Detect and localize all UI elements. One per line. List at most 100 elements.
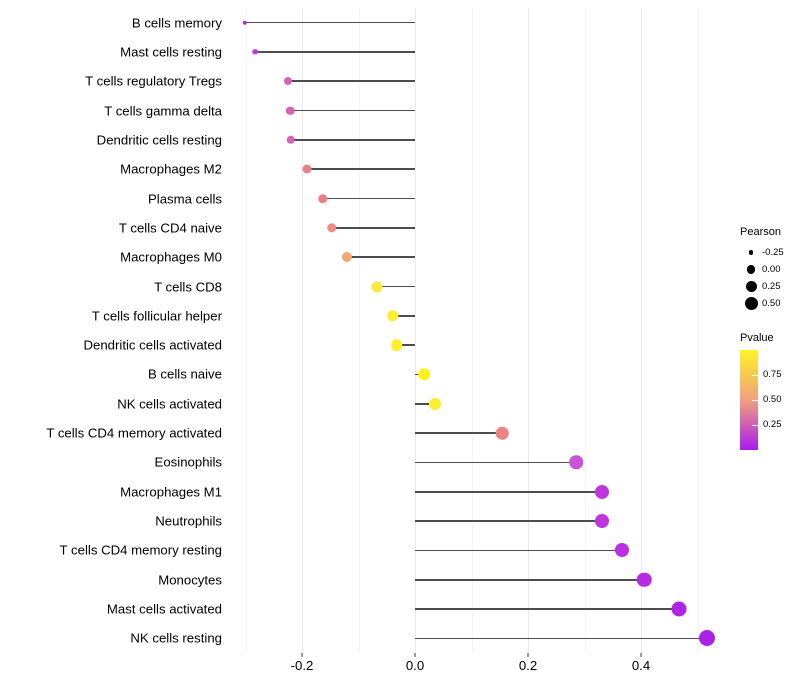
y-axis-label: B cells naive bbox=[147, 366, 222, 382]
lollipop-stem bbox=[415, 432, 502, 434]
gridline-major bbox=[528, 8, 529, 653]
size-legend-items: -0.25 0.00 0.25 0.50 bbox=[740, 244, 800, 312]
gridline-major bbox=[302, 8, 303, 653]
gridline-major bbox=[641, 8, 642, 653]
lollipop-stem bbox=[322, 197, 415, 200]
colorbar-tick-label: 0.75 bbox=[763, 369, 782, 380]
lollipop-dot[interactable] bbox=[495, 426, 509, 440]
y-axis-label: T cells CD4 memory activated bbox=[46, 425, 222, 441]
x-axis-tick-mark bbox=[640, 653, 642, 657]
lollipop-stem bbox=[392, 315, 415, 317]
gridline-minor bbox=[358, 8, 360, 653]
y-axis-label: Macrophages M0 bbox=[120, 249, 222, 265]
lollipop-dot[interactable] bbox=[595, 514, 609, 529]
lollipop-stem bbox=[415, 549, 623, 552]
plot-panel bbox=[228, 8, 728, 653]
y-axis-label: B cells memory bbox=[131, 15, 222, 31]
x-axis-tick-label: 0.4 bbox=[631, 658, 651, 673]
lollipop-dot[interactable] bbox=[428, 397, 441, 410]
lollipop-stem bbox=[415, 520, 602, 522]
lollipop-stem bbox=[244, 21, 415, 24]
gridline-minor bbox=[471, 8, 473, 653]
size-legend-dot bbox=[740, 250, 762, 255]
lollipop-dot[interactable] bbox=[418, 368, 430, 381]
lollipop-stem bbox=[415, 578, 645, 581]
y-axis-label: T cells CD4 naive bbox=[118, 220, 222, 236]
y-axis-label: Monocytes bbox=[158, 572, 222, 588]
lollipop-dot[interactable] bbox=[342, 252, 353, 263]
y-axis-label: T cells regulatory Tregs bbox=[85, 73, 222, 89]
lollipop-dot[interactable] bbox=[387, 310, 399, 322]
colorbar-wrap: 0.75 0.50 0.25 bbox=[740, 350, 796, 450]
colorbar-tick-label: 0.50 bbox=[763, 394, 782, 405]
lollipop-dot[interactable] bbox=[302, 164, 312, 174]
colorbar-tick-label: 0.25 bbox=[763, 419, 782, 430]
gridline-minor bbox=[245, 8, 247, 653]
y-axis-label: T cells CD8 bbox=[154, 278, 222, 294]
y-axis-label: Mast cells resting bbox=[120, 44, 222, 60]
gridline-minor bbox=[697, 8, 699, 653]
size-legend-item: 0.00 bbox=[740, 261, 800, 278]
lollipop-dot[interactable] bbox=[569, 455, 583, 470]
lollipop-dot[interactable] bbox=[615, 543, 630, 558]
lollipop-stem bbox=[396, 344, 415, 346]
y-axis-label: Dendritic cells resting bbox=[96, 132, 222, 148]
y-axis-label: T cells follicular helper bbox=[91, 308, 222, 324]
size-legend-dot bbox=[740, 297, 762, 310]
lollipop-dot[interactable] bbox=[671, 601, 687, 617]
colorbar-tick-mark bbox=[752, 375, 759, 376]
lollipop-dot[interactable] bbox=[286, 135, 295, 145]
lollipop-dot[interactable] bbox=[699, 630, 716, 647]
size-legend-title: Pearson bbox=[740, 226, 781, 238]
lollipop-stem bbox=[415, 461, 577, 464]
y-axis-label: T cells CD4 memory resting bbox=[59, 542, 222, 558]
size-legend-dot bbox=[740, 281, 762, 292]
lollipop-stem bbox=[290, 139, 415, 141]
y-axis-label: NK cells resting bbox=[130, 630, 222, 646]
size-legend-item: -0.25 bbox=[740, 244, 800, 261]
lollipop-stem bbox=[255, 51, 415, 53]
lollipop-stem bbox=[287, 80, 415, 83]
size-legend-label: 0.25 bbox=[762, 280, 781, 292]
y-axis-label: Neutrophils bbox=[155, 513, 222, 529]
lollipop-stem bbox=[307, 168, 415, 171]
lollipop-dot[interactable] bbox=[595, 484, 609, 499]
lollipop-dot[interactable] bbox=[327, 223, 337, 233]
lollipop-dot[interactable] bbox=[371, 281, 383, 293]
gridline-minor bbox=[584, 8, 586, 653]
size-legend-item: 0.50 bbox=[740, 295, 800, 312]
size-legend: Pearson -0.25 0.00 0.25 0.50 bbox=[740, 226, 800, 312]
y-axis-label: Mast cells activated bbox=[106, 601, 222, 617]
y-axis-labels: B cells memory Mast cells resting T cells … bbox=[0, 8, 222, 653]
y-axis-label: Plasma cells bbox=[147, 190, 222, 206]
size-legend-item: 0.25 bbox=[740, 278, 800, 295]
x-axis: -0.2 0.0 0.2 0.4 bbox=[228, 653, 728, 683]
lollipop-dot[interactable] bbox=[285, 106, 295, 115]
size-legend-label: 0.00 bbox=[762, 263, 781, 275]
lollipop-dot[interactable] bbox=[637, 572, 652, 587]
x-axis-tick-mark bbox=[527, 653, 529, 657]
lollipop-dot[interactable] bbox=[283, 77, 292, 86]
lollipop-stem bbox=[415, 637, 708, 640]
y-axis-label: NK cells activated bbox=[117, 396, 222, 412]
gridline-major bbox=[415, 8, 416, 653]
size-legend-label: -0.25 bbox=[762, 246, 784, 258]
lollipop-stem bbox=[331, 227, 415, 229]
lollipop-dot[interactable] bbox=[242, 20, 248, 25]
lollipop-dot[interactable] bbox=[391, 339, 403, 351]
lollipop-dot[interactable] bbox=[252, 49, 258, 55]
lollipop-stem bbox=[415, 490, 602, 493]
x-axis-tick-label: 0.0 bbox=[405, 658, 425, 673]
color-legend-title: Pvalue bbox=[740, 332, 774, 344]
lollipop-dot[interactable] bbox=[318, 193, 328, 204]
x-axis-tick-mark bbox=[301, 653, 303, 657]
lollipop-stem bbox=[290, 109, 415, 112]
y-axis-label: Eosinophils bbox=[154, 454, 222, 470]
legend-area: Pearson -0.25 0.00 0.25 0.50 Pvalue 0.75 0.5… bbox=[740, 226, 800, 476]
lollipop-stem bbox=[415, 608, 680, 610]
colorbar-tick-mark bbox=[752, 400, 759, 401]
lollipop-stem bbox=[377, 285, 415, 288]
y-axis-label: T cells gamma delta bbox=[104, 103, 222, 119]
colorbar-tick-mark bbox=[752, 425, 759, 426]
